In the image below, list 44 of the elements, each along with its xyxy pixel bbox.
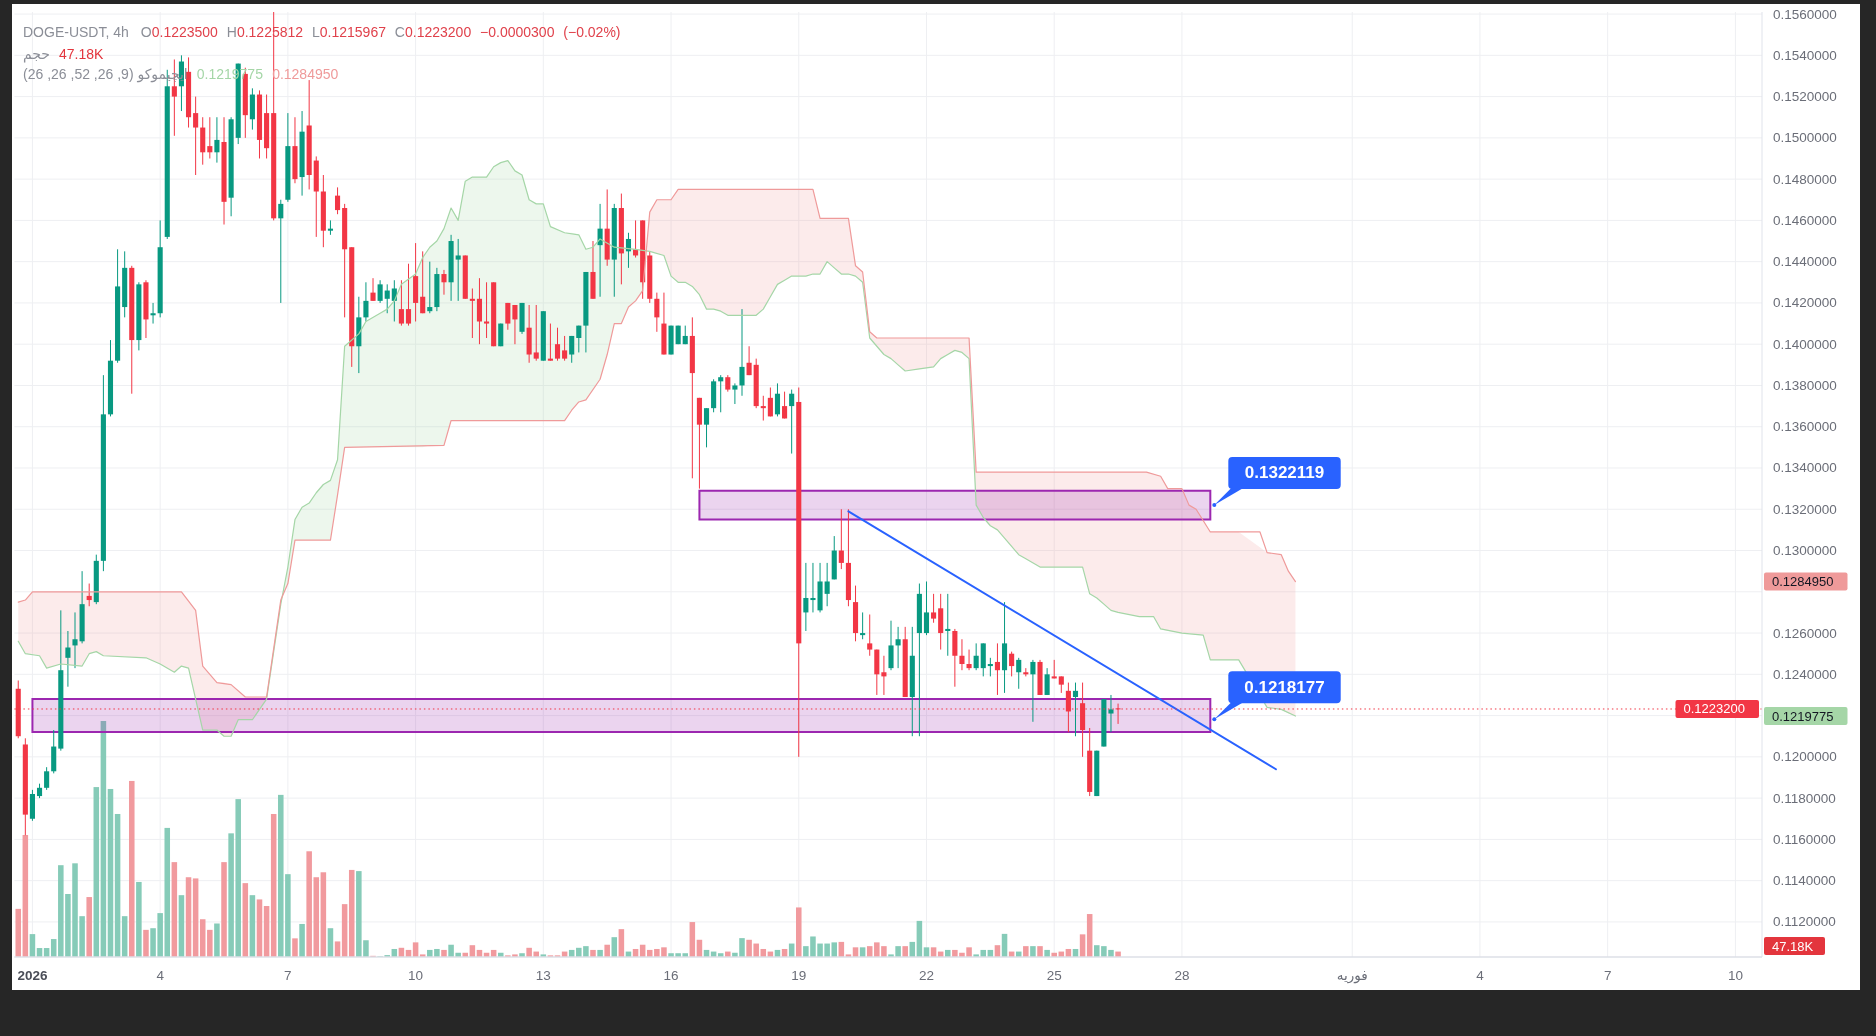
chart-title: حجم (23, 46, 51, 63)
y-tick-label: 0.1560000 (1773, 6, 1837, 22)
y-tick-label: 0.1320000 (1773, 501, 1837, 517)
y-tick-label: 0.1180000 (1773, 790, 1836, 806)
text: 47.18K (1772, 938, 1814, 954)
y-tick-label: 0.1380000 (1773, 377, 1837, 393)
x-tick-label: 4 (1476, 967, 1485, 983)
y-tick-label: 0.1300000 (1773, 543, 1837, 559)
x-tick-label: 13 (535, 967, 551, 983)
x-tick-label: 7 (1603, 967, 1612, 983)
text: DOGE-USDT, 4h (23, 24, 129, 40)
y-tick-label: 0.1360000 (1773, 419, 1837, 435)
y-tick-label: 0.1200000 (1773, 749, 1837, 765)
y2-tick-label: 0.1219775 (1772, 708, 1834, 724)
x-tick-label: 28 (1174, 967, 1190, 983)
x-tick-label: 4 (156, 967, 165, 983)
y-tick-label: 0.1120000 (1773, 914, 1836, 930)
y-tick-label: 0.1260000 (1773, 625, 1837, 641)
y-tick-label: 0.1520000 (1773, 89, 1837, 105)
x-tick-label: 2026 (17, 967, 48, 983)
annotation: 0.1218177 (1244, 677, 1325, 697)
y-tick-label: 0.1540000 (1773, 47, 1837, 63)
y-tick-label: 0.1240000 (1773, 666, 1837, 682)
x-tick-label: 16 (663, 967, 679, 983)
x-tick-label: 10 (408, 967, 424, 983)
y-tick-label: 0.1440000 (1773, 254, 1837, 270)
y-tick-label: 0.1480000 (1773, 171, 1837, 187)
y-tick-label: 0.1160000 (1773, 831, 1836, 847)
y-tick-label: 0.1140000 (1773, 873, 1836, 889)
y2-tick-label: 0.1284950 (1772, 574, 1834, 590)
x-tick-label: 22 (918, 967, 934, 983)
x-tick-label: 7 (284, 967, 292, 983)
y-tick-label: 0.1420000 (1773, 295, 1837, 311)
y-tick-label: 0.1400000 (1773, 336, 1837, 352)
y-tick-label: 0.1460000 (1773, 212, 1837, 228)
annotation: 47.18K (59, 46, 105, 62)
y-tick-label: 0.1500000 (1773, 130, 1837, 146)
ref-line-label: 0.1223200 (1683, 701, 1745, 717)
x-tick-label: فوریه (1336, 967, 1368, 984)
y-tick-label: 0.1340000 (1773, 460, 1837, 476)
x-tick-label: 19 (791, 967, 807, 983)
x-tick-label: 10 (1727, 967, 1743, 983)
annotation: 0.1322119 (1244, 463, 1325, 483)
x-tick-label: 25 (1046, 967, 1062, 983)
